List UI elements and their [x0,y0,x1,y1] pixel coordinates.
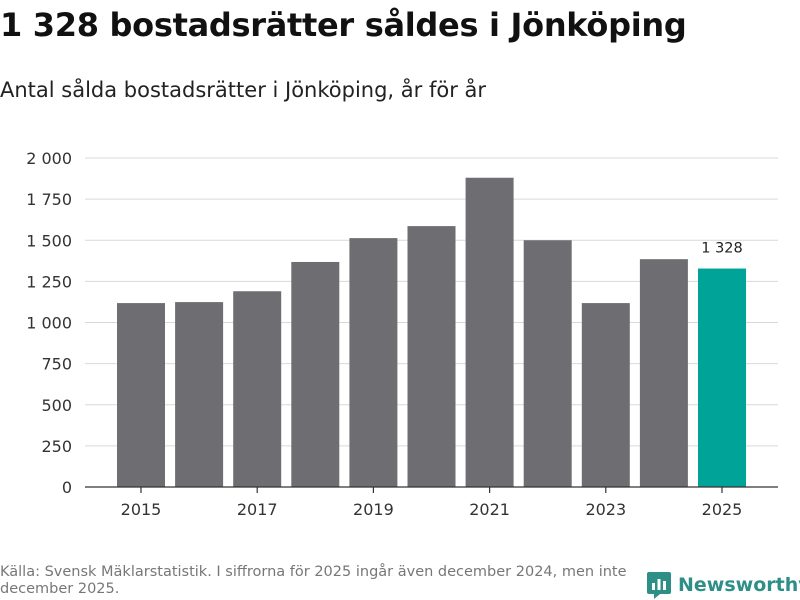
bar-2021 [465,177,514,488]
x-tick-label: 2025 [702,500,743,519]
y-tick-label: 1 500 [26,231,72,250]
y-tick-label: 1 750 [26,190,72,209]
brand-name: Newsworthy [678,574,800,596]
brand-logo: Newsworthy [646,570,800,600]
bar-2016 [175,302,224,487]
bar-2023 [581,303,630,487]
bar-2018 [291,261,340,487]
newsworthy-logo-icon [647,572,671,599]
source-note: Källa: Svensk Mäklarstatistik. I siffror… [0,564,627,597]
bar-2025 [698,268,746,487]
y-tick-label: 1 000 [26,314,72,333]
bar-chart: 0 250 500 750 1 000 1 250 1 500 1 750 2 000 1 328… [26,149,778,519]
y-tick-label: 250 [41,437,72,456]
y-tick-label: 2 000 [26,149,72,168]
chart-title: 1 328 bostadsrätter såldes i Jönköping [0,6,687,44]
chart-subtitle: Antal sålda bostadsrätter i Jönköping, å… [0,78,487,102]
x-tick-label: 2021 [469,500,510,519]
bar-2019 [349,238,398,487]
y-tick-label: 500 [41,396,72,415]
bar-2020 [407,226,456,487]
x-tick-label: 2023 [585,500,626,519]
y-tick-label: 750 [41,355,72,374]
x-tick-label: 2015 [121,500,162,519]
bar-2024 [639,259,688,487]
y-tick-label: 1 250 [26,272,72,291]
bar-2022 [523,240,572,487]
bar-2017 [233,291,282,487]
bar-2015 [117,303,165,487]
x-tick-label: 2017 [237,500,278,519]
x-tick-label: 2019 [353,500,394,519]
data-label: 1 328 [701,241,743,257]
y-tick-label: 0 [62,478,72,497]
